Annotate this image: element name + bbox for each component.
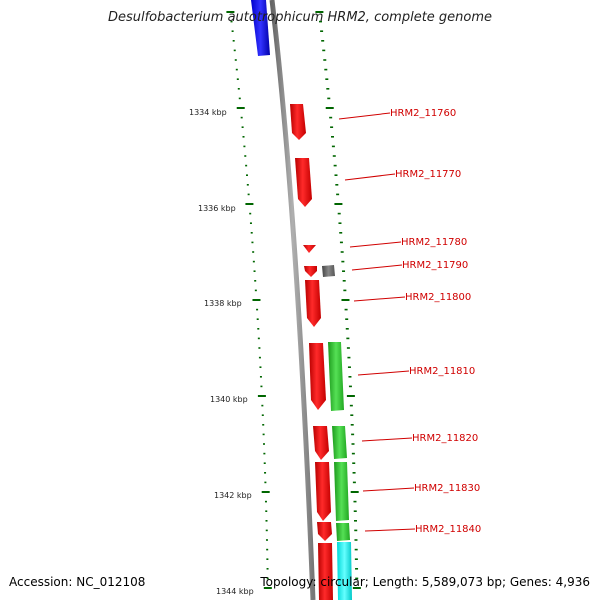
- gene-arrow-hrm2-11770[interactable]: [295, 158, 312, 207]
- gene-label-hrm2-11840[interactable]: HRM2_11840: [415, 524, 481, 535]
- inner-tick-marks: [226, 11, 272, 589]
- gene-label-hrm2-11830[interactable]: HRM2_11830: [414, 483, 480, 494]
- outer-tick-marks: [315, 11, 361, 589]
- blue-feature: [251, 0, 270, 56]
- leader-hrm2-11810: [357, 370, 410, 376]
- gene-label-hrm2-11770[interactable]: HRM2_11770: [395, 169, 461, 180]
- gene-arrow-hrm2-11840[interactable]: [317, 522, 332, 541]
- gene-label-hrm2-11760[interactable]: HRM2_11760: [390, 108, 456, 119]
- scale-label-1342: 1342 kbp: [214, 491, 252, 500]
- leader-hrm2-11770: [344, 173, 396, 181]
- leader-hrm2-11780: [349, 241, 402, 248]
- gene-label-hrm2-11790[interactable]: HRM2_11790: [402, 260, 468, 271]
- forward-genes: [290, 104, 333, 600]
- green-feature-2: [332, 426, 347, 459]
- map-title: Desulfobacterium autotrophicum HRM2, com…: [107, 10, 493, 25]
- green-feature-3: [334, 462, 349, 521]
- gene-label-hrm2-11780[interactable]: HRM2_11780: [401, 237, 467, 248]
- scale-label-1338: 1338 kbp: [204, 299, 242, 308]
- gene-arrow-hrm2-11790[interactable]: [304, 266, 317, 277]
- green-features: [328, 342, 350, 541]
- gray-feature: [322, 265, 335, 277]
- genome-summary-text: Topology: circular; Length: 5,589,073 bp…: [260, 575, 590, 589]
- scale-label-1334: 1334 kbp: [189, 108, 227, 117]
- leader-hrm2-11830: [362, 487, 415, 492]
- scale-label-1344: 1344 kbp: [216, 587, 254, 596]
- green-feature-1: [328, 342, 344, 411]
- gene-arrow-hrm2-11800[interactable]: [305, 280, 321, 327]
- gene-labels: HRM2_11760 HRM2_11770 HRM2_11780 HRM2_11…: [390, 108, 481, 535]
- gene-label-hrm2-11810[interactable]: HRM2_11810: [409, 366, 475, 377]
- leader-hrm2-11760: [338, 112, 391, 120]
- cyan-feature: [337, 542, 352, 600]
- leader-hrm2-11840: [364, 528, 416, 532]
- leader-hrm2-11790: [351, 264, 403, 271]
- backbone-arc: [269, 0, 316, 600]
- gene-label-hrm2-11800[interactable]: HRM2_11800: [405, 292, 471, 303]
- scale-labels: 1334 kbp 1336 kbp 1338 kbp 1340 kbp 1342…: [189, 108, 254, 596]
- gene-label-hrm2-11820[interactable]: HRM2_11820: [412, 433, 478, 444]
- gene-arrow-hrm2-11820[interactable]: [313, 426, 329, 460]
- scale-label-1336: 1336 kbp: [198, 204, 236, 213]
- gene-label-lines: [338, 112, 416, 532]
- gene-arrow-hrm2-11830[interactable]: [315, 462, 331, 521]
- scale-label-1340: 1340 kbp: [210, 395, 248, 404]
- gene-arrow-hrm2-11810[interactable]: [309, 343, 326, 410]
- green-feature-4: [336, 523, 350, 541]
- gene-arrow-hrm2-11780[interactable]: [303, 245, 316, 253]
- leader-hrm2-11800: [353, 296, 406, 302]
- gene-arrow-hrm2-11760[interactable]: [290, 104, 306, 140]
- gene-arrow-partial: [318, 543, 333, 600]
- leader-hrm2-11820: [361, 437, 413, 442]
- accession-text: Accession: NC_012108: [9, 575, 146, 589]
